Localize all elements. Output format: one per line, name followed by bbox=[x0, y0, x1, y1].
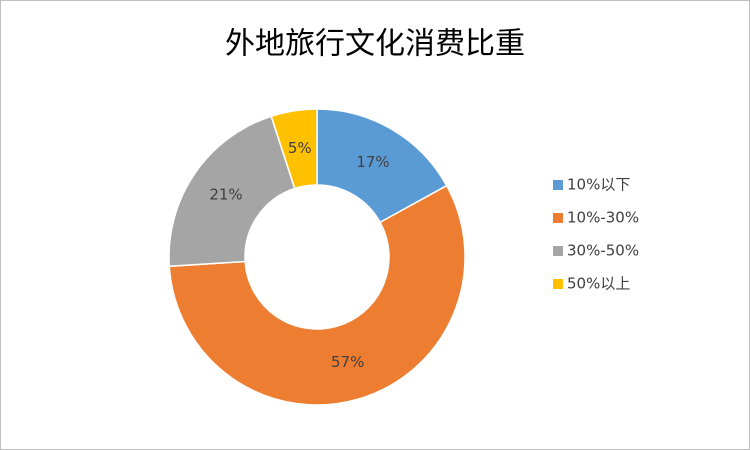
legend-swatch bbox=[553, 279, 563, 289]
donut-slice bbox=[270, 108, 318, 190]
data-label: 57% bbox=[331, 353, 364, 371]
data-label: 5% bbox=[288, 139, 312, 157]
data-label: 21% bbox=[209, 186, 242, 204]
chart-title: 外地旅行文化消费比重 bbox=[225, 27, 525, 62]
legend-label: 10%以下 bbox=[567, 176, 630, 194]
donut-slice bbox=[168, 184, 466, 406]
legend-swatch bbox=[553, 180, 563, 190]
legend-swatch bbox=[553, 213, 563, 223]
legend-label: 10%-30% bbox=[567, 209, 639, 227]
donut-slice bbox=[168, 115, 296, 268]
legend-label: 50%以上 bbox=[567, 275, 630, 293]
legend-swatch bbox=[553, 246, 563, 256]
donut-slice bbox=[316, 108, 448, 224]
data-label: 17% bbox=[356, 153, 389, 171]
legend-label: 30%-50% bbox=[567, 242, 639, 260]
